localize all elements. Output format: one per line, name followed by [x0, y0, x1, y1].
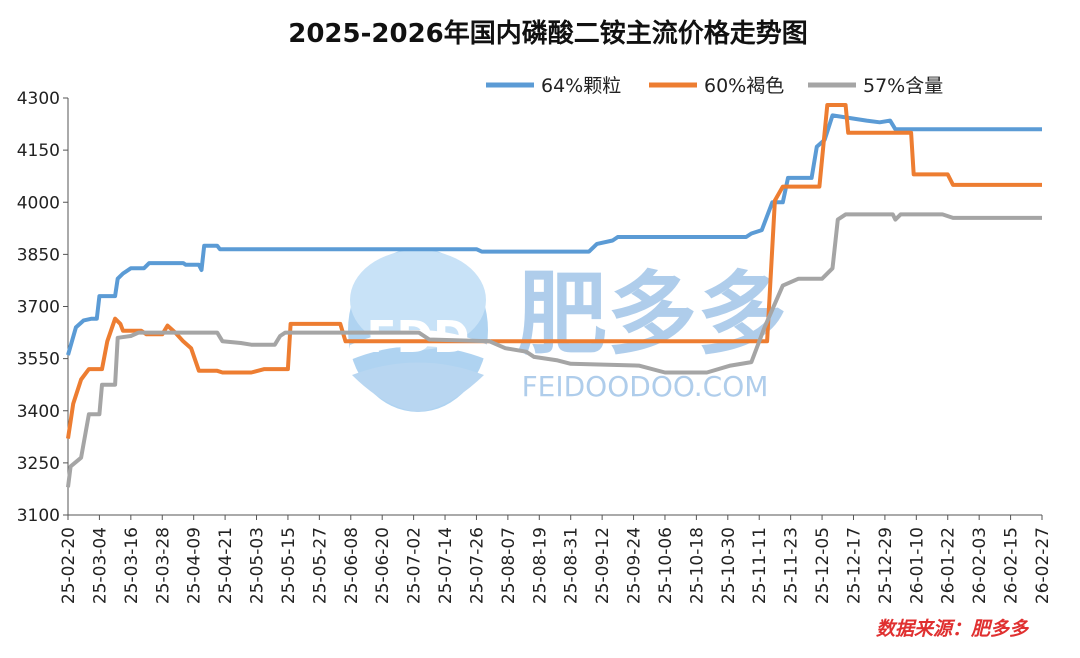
- x-tick-label: 25-10-18: [687, 527, 707, 604]
- legend-item-57: 57%含量: [808, 75, 943, 97]
- y-tick-label: 3400: [17, 402, 60, 422]
- legend-label-60: 60%褐色: [704, 75, 784, 97]
- x-tick-label: 25-12-29: [876, 527, 896, 604]
- y-tick-label: 4150: [17, 141, 60, 161]
- x-tick-label: 25-03-04: [90, 527, 110, 604]
- x-tick-label: 25-12-17: [844, 527, 864, 604]
- x-tick-label: 26-01-10: [907, 527, 927, 604]
- legend-label-64: 64%颗粒: [541, 75, 621, 97]
- watermark: FDD 肥多多 FEIDOODOO.COM: [348, 248, 787, 412]
- x-tick-label: 25-09-24: [625, 527, 645, 604]
- x-tick-label: 25-03-28: [153, 527, 173, 604]
- x-tick-label: 25-08-07: [499, 527, 519, 604]
- x-tick-label: 25-09-12: [593, 527, 613, 604]
- x-tick-label: 25-11-11: [750, 527, 770, 604]
- y-tick-label: 3550: [17, 350, 60, 370]
- watermark-logo-text: FDD: [366, 312, 469, 363]
- x-tick-label: 25-08-19: [530, 527, 550, 604]
- x-tick-label: 25-04-21: [216, 527, 236, 604]
- x-tick-label: 25-10-06: [656, 527, 676, 604]
- x-tick-label: 25-12-05: [813, 527, 833, 604]
- x-tick-label: 25-05-15: [279, 527, 299, 604]
- x-tick-label: 25-04-09: [185, 527, 205, 604]
- series-group: [66, 103, 1042, 488]
- series-line-64: [66, 113, 1042, 356]
- y-tick-group: 3100 3250 3400 3550 3700 3850 4000 4150 4300: [17, 89, 68, 526]
- x-tick-label: 26-02-15: [1002, 527, 1022, 604]
- x-tick-label: 25-07-26: [467, 527, 487, 604]
- x-tick-label: 25-05-27: [310, 527, 330, 604]
- y-tick-label: 3100: [17, 506, 60, 526]
- y-tick-label: 4000: [17, 193, 60, 213]
- x-tick-label: 26-01-22: [939, 527, 959, 604]
- x-tick-label: 25-08-31: [562, 527, 582, 604]
- x-tick-label: 25-05-03: [248, 527, 268, 604]
- series-line-60: [66, 103, 1042, 439]
- source-note: 数据来源：肥多多: [876, 618, 1030, 640]
- x-tick-label: 25-06-20: [373, 527, 393, 604]
- x-tick-label: 25-03-16: [122, 527, 142, 604]
- x-tick-label: 25-11-23: [782, 527, 802, 604]
- x-tick-label: 25-07-02: [405, 527, 425, 604]
- x-tick-group: 25-02-20 25-03-04 25-03-16 25-03-28 25-04-09…: [59, 515, 1053, 604]
- x-tick-label: 26-02-03: [970, 527, 990, 604]
- legend-item-60: 60%褐色: [649, 75, 784, 97]
- x-tick-label: 25-10-30: [719, 527, 739, 604]
- x-tick-label: 25-06-08: [342, 527, 362, 604]
- legend: 64%颗粒 60%褐色 57%含量: [486, 75, 943, 97]
- y-tick-label: 3250: [17, 454, 60, 474]
- x-tick-label: 26-02-27: [1033, 527, 1053, 604]
- legend-item-64: 64%颗粒: [486, 75, 621, 97]
- watermark-url: FEIDOODOO.COM: [522, 370, 769, 403]
- legend-label-57: 57%含量: [863, 75, 943, 97]
- y-tick-label: 3700: [17, 298, 60, 318]
- x-tick-label: 25-07-14: [436, 527, 456, 604]
- watermark-brand: 肥多多: [517, 262, 787, 367]
- y-tick-label: 4300: [17, 89, 60, 109]
- chart-title: 2025-2026年国内磷酸二铵主流价格走势图: [288, 18, 808, 49]
- series-line-57: [66, 212, 1042, 488]
- x-tick-label: 25-02-20: [59, 527, 79, 604]
- watermark-logo: FDD: [348, 248, 488, 412]
- y-tick-label: 3850: [17, 245, 60, 265]
